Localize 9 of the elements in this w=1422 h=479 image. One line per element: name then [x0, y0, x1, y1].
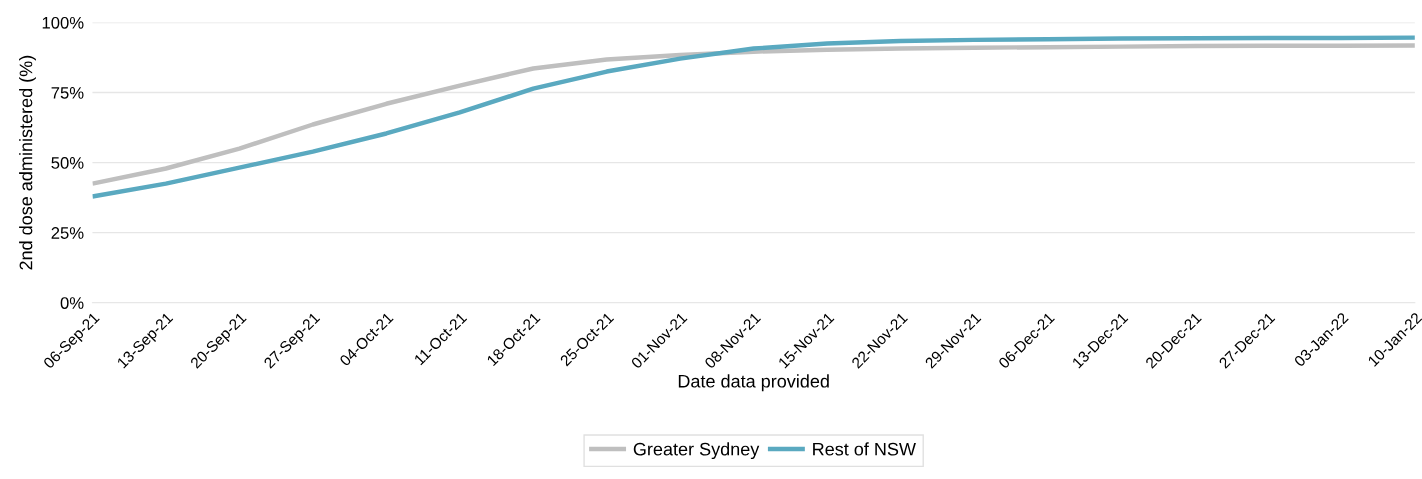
y-tick-label: 100%	[42, 16, 84, 29]
x-axis-title: Date data provided	[678, 374, 829, 392]
y-tick-label: 50%	[51, 157, 84, 169]
legend-label: Rest of NSW	[813, 442, 916, 456]
y-axis-title: 2nd dose administered (%)	[19, 55, 36, 270]
y-tick-label: 0%	[60, 297, 84, 309]
y-tick-label: 75%	[51, 87, 84, 99]
legend-label: Greater Sydney	[633, 442, 760, 460]
y-tick-label: 25%	[51, 227, 84, 239]
